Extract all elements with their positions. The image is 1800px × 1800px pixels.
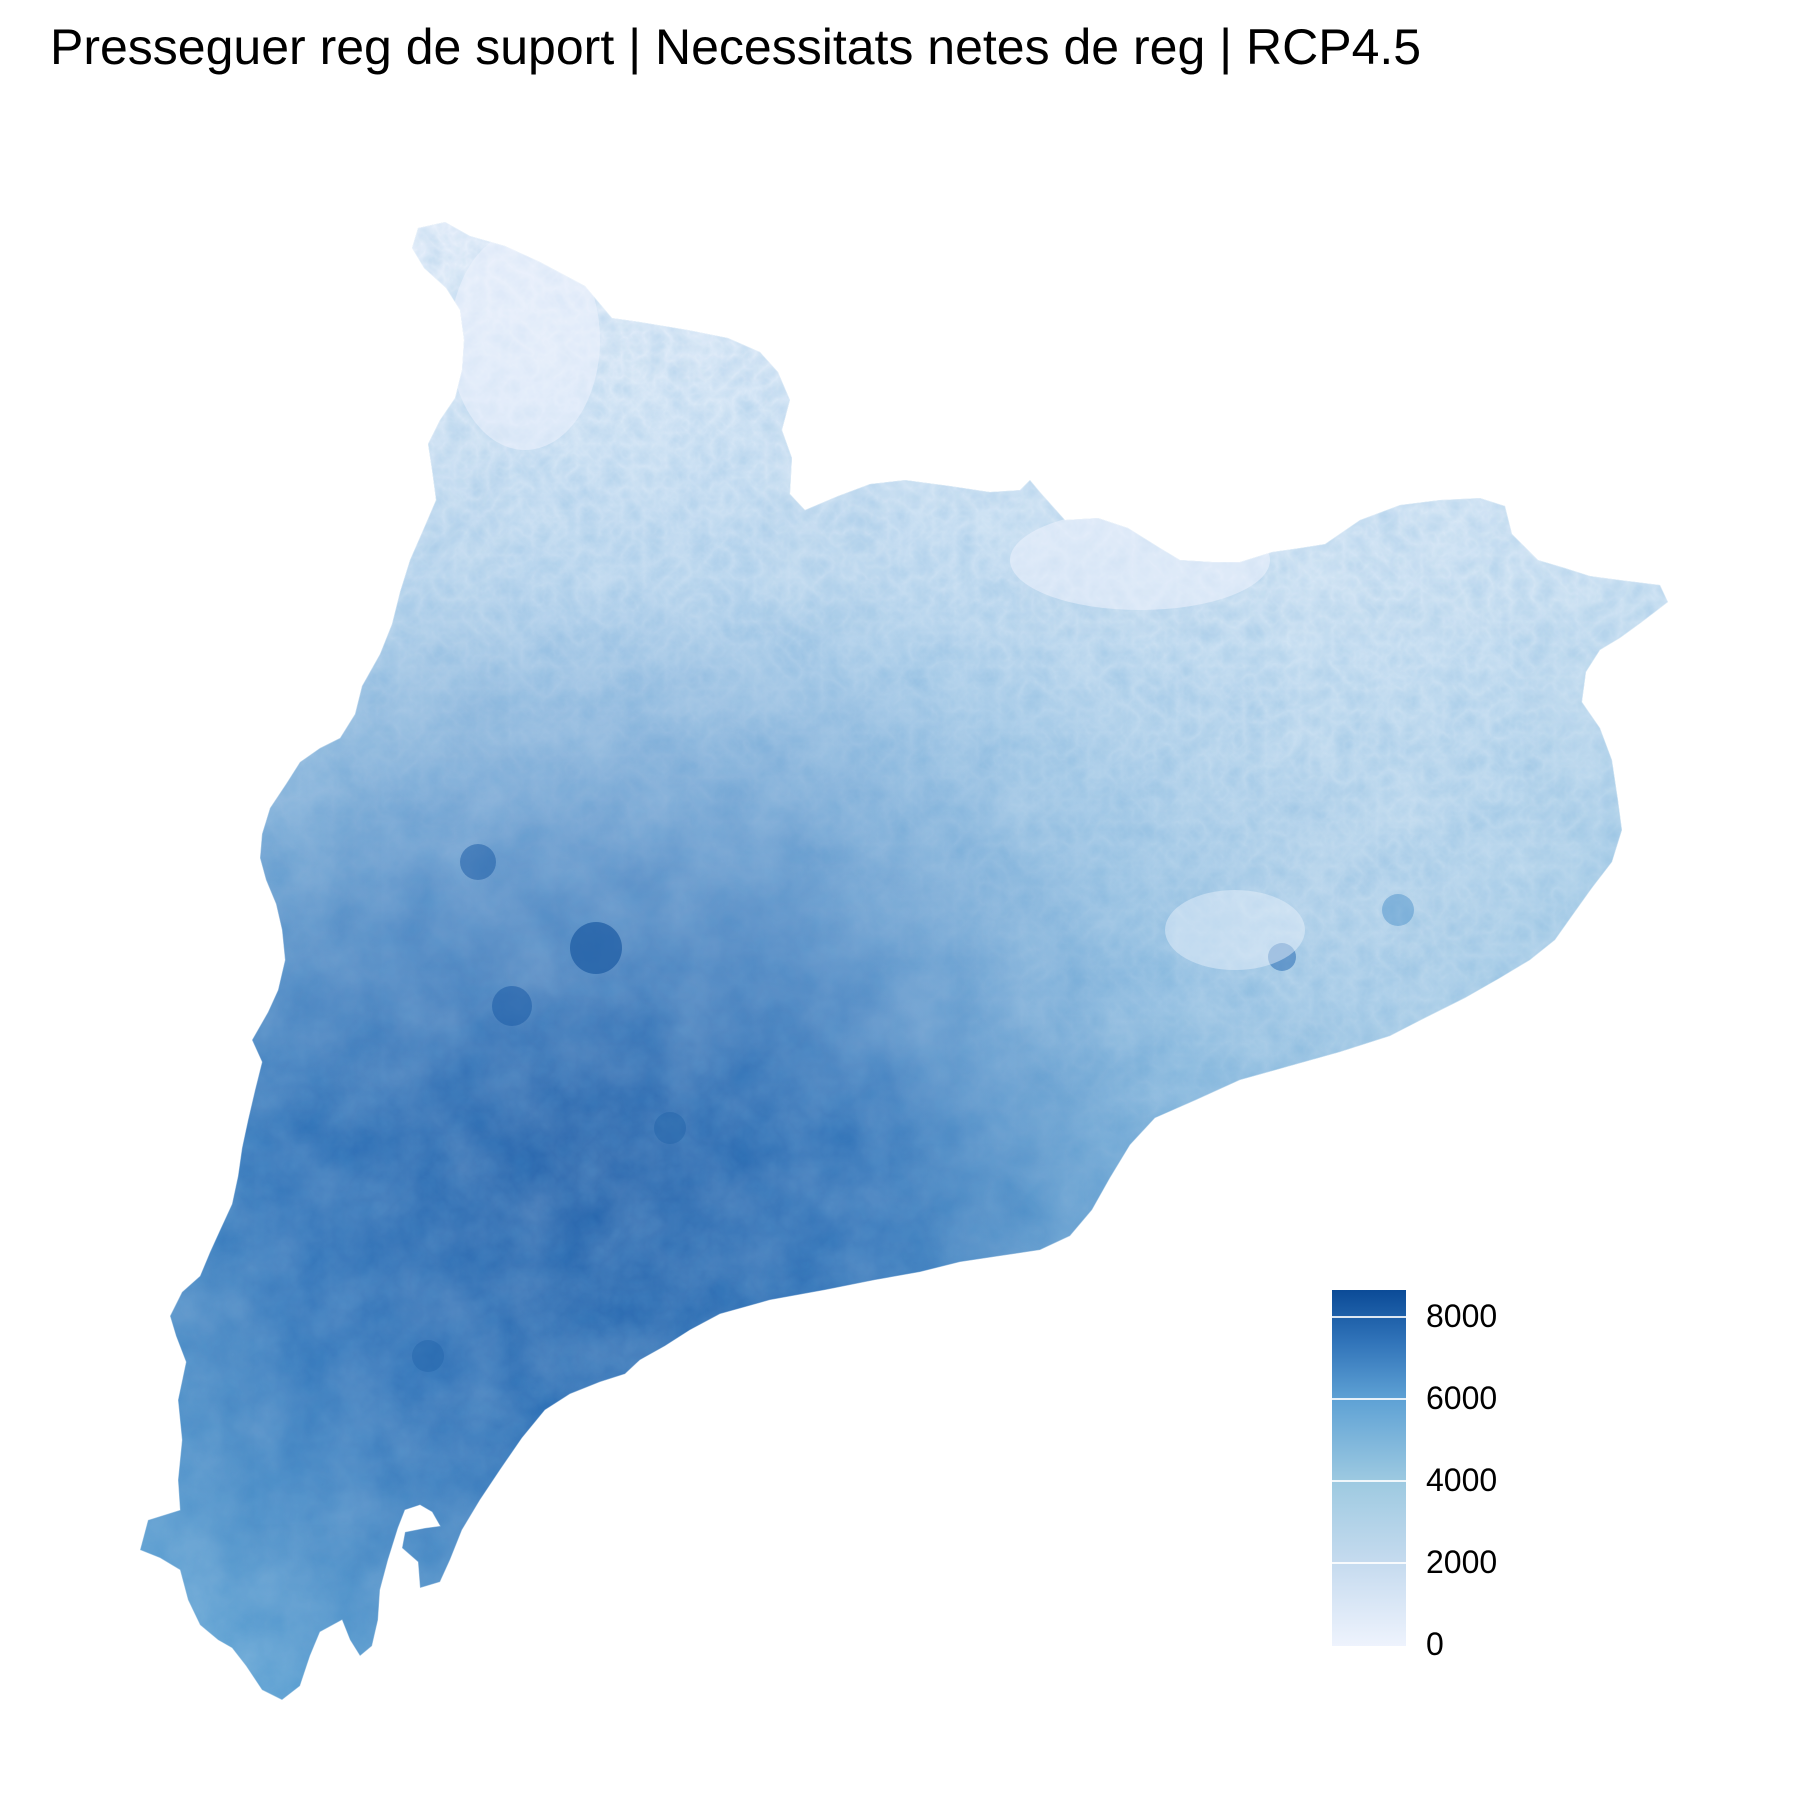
legend-tick-label: 4000 — [1426, 1462, 1498, 1498]
legend-tick-mark — [1332, 1562, 1406, 1564]
legend-tick-label: 2000 — [1426, 1544, 1498, 1580]
page-title: Presseguer reg de suport | Necessitats n… — [50, 19, 1422, 75]
legend-tick-mark — [1332, 1398, 1406, 1400]
legend-tick-label: 0 — [1426, 1626, 1444, 1662]
legend-tick-label: 6000 — [1426, 1380, 1498, 1416]
legend-tick-label: 8000 — [1426, 1298, 1498, 1334]
legend-tick-mark — [1332, 1316, 1406, 1318]
legend-colorbar — [1332, 1290, 1406, 1646]
color-legend: 8000 6000 4000 2000 0 — [1332, 1290, 1532, 1660]
legend-tick-mark — [1332, 1480, 1406, 1482]
